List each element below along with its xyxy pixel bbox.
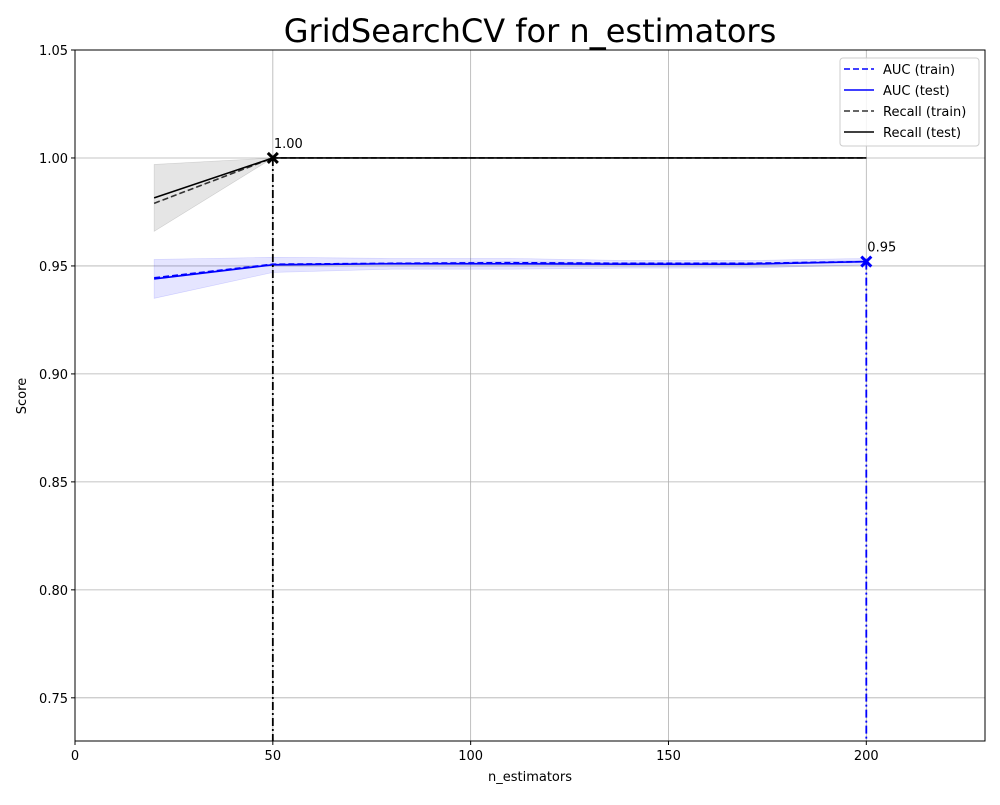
y-axis-label: Score — [15, 378, 30, 414]
y-tick-label: 1.00 — [39, 152, 68, 167]
legend-box — [839, 57, 980, 147]
y-tick-label: 1.05 — [39, 44, 68, 59]
x-tick-label: 0 — [71, 749, 79, 764]
best-score-marker-stroke — [266, 151, 279, 165]
plot-area: 1.00 0.95 0 50 100 150 200 0.75 0.80 0.85 0.90 0.95… — [39, 44, 986, 764]
y-tick-label: 0.95 — [39, 260, 68, 275]
x-tick-label: 150 — [656, 749, 681, 764]
legend-label: AUC (test) — [883, 84, 950, 99]
x-tick-label: 100 — [458, 749, 483, 764]
best-score-label: 1.00 — [274, 137, 303, 152]
axes-frame — [74, 49, 986, 742]
legend-label: AUC (train) — [883, 63, 955, 78]
x-tick-label: 50 — [265, 749, 282, 764]
y-tick-label: 0.80 — [39, 584, 68, 599]
legend-label: Recall (train) — [883, 105, 966, 120]
series-line-auc-test — [154, 260, 867, 280]
best-score-marker-stroke — [860, 255, 873, 268]
y-tick-label: 0.85 — [39, 476, 68, 491]
y-tick-label: 0.75 — [39, 692, 68, 707]
chart-title: GridSearchCV for n_estimators — [284, 12, 776, 50]
legend: AUC (train) AUC (test) Recall (train) Recal… — [839, 57, 980, 147]
y-tick-label: 0.90 — [39, 368, 68, 383]
x-axis-label: n_estimators — [488, 770, 572, 785]
x-tick-label: 200 — [854, 749, 879, 764]
best-score-marker — [266, 151, 279, 165]
best-score-marker — [860, 255, 873, 268]
best-score-label: 0.95 — [867, 241, 896, 256]
legend-label: Recall (test) — [883, 126, 961, 141]
